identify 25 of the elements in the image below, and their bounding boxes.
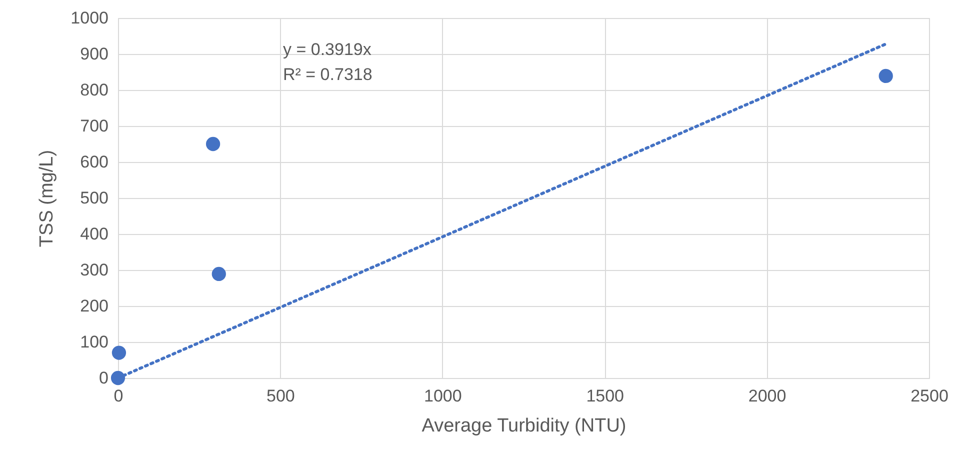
point — [212, 266, 226, 282]
y-tick-label: 700 — [80, 116, 108, 136]
x-tick-label: 500 — [266, 386, 295, 406]
y-tick-label: 400 — [80, 224, 108, 244]
point — [112, 346, 126, 360]
x-tick-label: 2500 — [910, 386, 948, 406]
y-tick-label: 0 — [99, 368, 108, 388]
annotation: y = 0.3919x — [283, 40, 372, 59]
point — [206, 136, 220, 152]
y-tick-label: 100 — [80, 332, 108, 352]
x-tick-label: 2000 — [748, 386, 786, 406]
y-tick-label: 300 — [80, 260, 108, 280]
y-tick-label: 500 — [80, 188, 108, 208]
y-tick-label: 800 — [80, 80, 108, 100]
point — [878, 68, 893, 84]
y-axis-title: TSS (mg/L) — [36, 150, 58, 248]
x-tick-label: 1500 — [586, 386, 624, 406]
x-axis-title: Average Turbidity (NTU) — [422, 416, 626, 436]
y-tick-label: 200 — [80, 296, 108, 316]
y-tick-label: 900 — [80, 44, 108, 64]
annotation: R² = 0.7318 — [283, 65, 372, 84]
y-tick-label: 600 — [80, 152, 108, 172]
x-tick-label: 0 — [114, 386, 124, 406]
y-tick-label: 1000 — [70, 8, 108, 28]
x-tick-label: 1000 — [424, 386, 462, 406]
